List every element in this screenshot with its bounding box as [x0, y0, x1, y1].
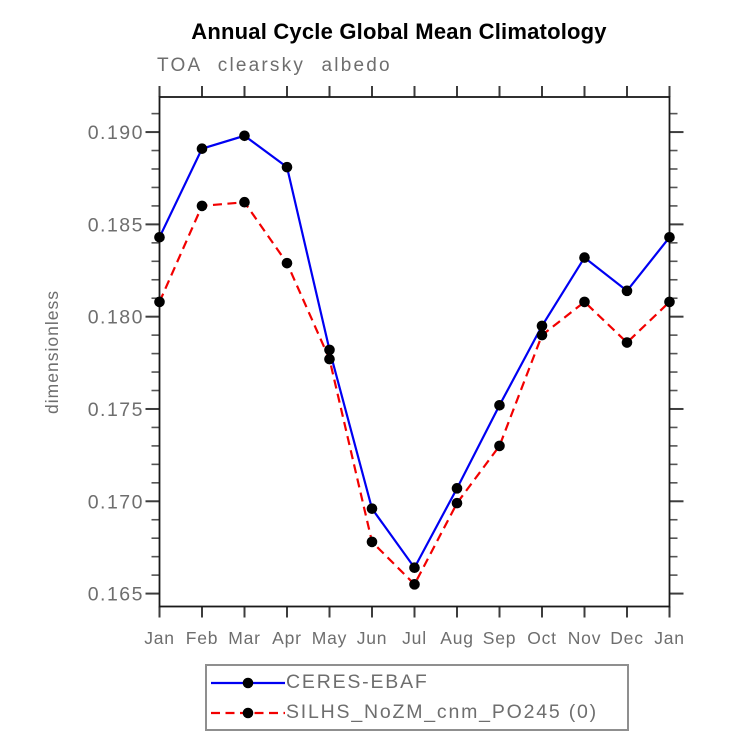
- x-tick-label: Nov: [568, 628, 602, 648]
- legend-sample-marker: [242, 677, 254, 688]
- data-point-marker-series-0: [409, 562, 420, 574]
- x-tick-label: Apr: [272, 628, 302, 648]
- data-point-marker-series-0: [621, 285, 633, 297]
- y-tick-label: 0.190: [88, 122, 144, 144]
- legend-entry-ceres-ebaf: CERES-EBAF: [207, 668, 627, 698]
- data-point-marker-series-0: [239, 130, 250, 142]
- data-point-marker-series-1: [366, 536, 378, 548]
- legend-box: CERES-EBAF SILHS_NoZM_cnm_PO245 (0): [205, 664, 629, 731]
- x-tick-label: Mar: [228, 628, 261, 648]
- data-point-marker-series-1: [451, 497, 463, 509]
- y-tick-label: 0.165: [88, 584, 144, 606]
- x-tick-label: Jan: [654, 628, 685, 648]
- x-tick-label: Dec: [610, 628, 644, 648]
- data-point-marker-series-1: [664, 296, 675, 308]
- x-tick-label: Aug: [440, 628, 474, 648]
- x-tick-label: Oct: [527, 628, 557, 648]
- data-point-marker-series-1: [154, 296, 165, 308]
- x-tick-label: Jan: [144, 628, 175, 648]
- y-axis-title: dimensionless: [42, 290, 62, 414]
- x-tick-label: Jun: [357, 628, 388, 648]
- series-line-1: [158, 201, 671, 587]
- data-point-marker-series-0: [536, 320, 548, 332]
- x-tick-label: Feb: [186, 628, 219, 648]
- legend-line-sample-silhs: [211, 707, 285, 718]
- data-point-marker-series-0: [494, 399, 505, 411]
- data-point-marker-series-1: [281, 257, 293, 269]
- legend-label-ceres: CERES-EBAF: [286, 671, 429, 693]
- legend-line-sample-ceres: [211, 677, 285, 688]
- data-point-marker-series-1: [196, 200, 208, 212]
- legend-label-silhs: SILHS_NoZM_cnm_PO245 (0): [286, 701, 598, 723]
- series-line-0: [158, 134, 671, 570]
- y-tick-label: 0.170: [88, 491, 144, 513]
- legend-entry-silhs: SILHS_NoZM_cnm_PO245 (0): [207, 698, 627, 728]
- x-tick-label: Sep: [483, 628, 517, 648]
- data-point-marker-series-1: [324, 353, 335, 365]
- y-tick-label: 0.180: [88, 307, 144, 329]
- data-point-marker-series-0: [451, 483, 463, 494]
- chart-subtitle: TOA clearsky albedo: [157, 55, 392, 76]
- y-tick-label: 0.175: [88, 399, 144, 421]
- data-point-marker-series-1: [579, 296, 590, 308]
- legend-sample-marker: [242, 707, 254, 718]
- data-point-marker-series-0: [154, 231, 165, 243]
- data-point-marker-series-1: [494, 440, 505, 452]
- data-point-marker-series-0: [281, 161, 293, 173]
- data-point-marker-series-1: [536, 329, 548, 341]
- y-tick-label: 0.185: [88, 214, 144, 236]
- data-point-marker-series-0: [579, 252, 590, 263]
- x-tick-label: May: [312, 628, 347, 648]
- data-point-marker-series-0: [366, 503, 378, 514]
- data-point-marker-series-1: [621, 337, 633, 348]
- data-point-marker-series-0: [664, 231, 675, 243]
- plot-frame: [158, 96, 671, 608]
- data-point-marker-series-1: [409, 579, 420, 590]
- data-point-marker-series-1: [239, 196, 250, 208]
- x-tick-label: Jul: [402, 628, 427, 648]
- chart-title: Annual Cycle Global Mean Climatology: [191, 19, 607, 44]
- data-point-marker-series-0: [196, 143, 208, 154]
- data-point-marker-series-0: [324, 344, 335, 356]
